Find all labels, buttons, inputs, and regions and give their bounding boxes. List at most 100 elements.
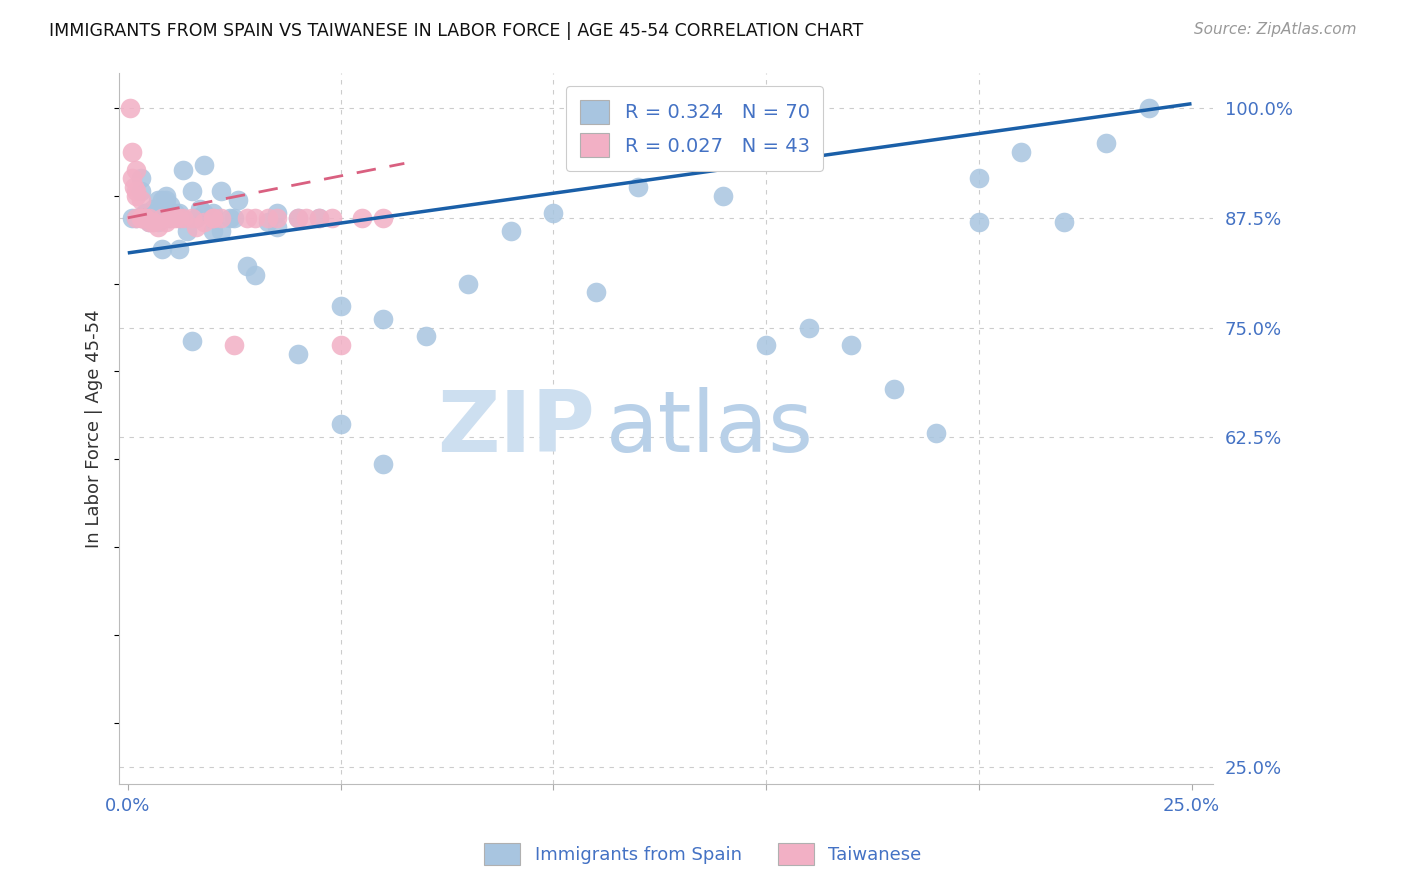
Point [180, 334, 202, 348]
Point [134, 206, 156, 220]
Point [266, 211, 288, 225]
Point [163, 211, 186, 225]
Point [176, 224, 198, 238]
Point [193, 215, 215, 229]
Point [150, 242, 173, 256]
Point [219, 211, 242, 225]
Point [125, 189, 148, 203]
Point [167, 206, 190, 220]
Point [350, 211, 373, 225]
Point [193, 206, 215, 220]
Point [755, 338, 778, 352]
Point [138, 215, 160, 229]
Point [329, 338, 352, 352]
Point [121, 211, 143, 225]
Point [146, 215, 169, 229]
Point [163, 206, 186, 220]
Point [146, 219, 169, 234]
Point [138, 206, 160, 220]
Point [1010, 145, 1032, 159]
Point [415, 329, 437, 343]
Point [155, 215, 177, 229]
Point [121, 145, 143, 159]
Point [201, 211, 224, 225]
Point [295, 211, 318, 225]
Point [129, 211, 152, 225]
Point [180, 211, 202, 225]
Point [142, 211, 165, 225]
Point [224, 338, 246, 352]
Point [129, 171, 152, 186]
Point [184, 211, 207, 225]
Point [167, 211, 190, 225]
Point [142, 215, 165, 229]
Point [627, 180, 650, 194]
Point [236, 211, 259, 225]
Point [159, 206, 181, 220]
Point [457, 277, 479, 291]
Text: atlas: atlas [606, 387, 814, 470]
Point [797, 320, 820, 334]
Point [184, 219, 207, 234]
Point [224, 211, 246, 225]
Point [308, 211, 330, 225]
Point [134, 211, 156, 225]
Point [155, 194, 177, 208]
Point [125, 211, 148, 225]
Point [146, 194, 169, 208]
Point [122, 180, 145, 194]
Point [172, 162, 194, 177]
Point [257, 211, 280, 225]
Point [245, 268, 267, 282]
Point [967, 171, 990, 186]
Point [201, 206, 224, 220]
Point [159, 197, 181, 211]
Point [245, 211, 267, 225]
Point [967, 215, 990, 229]
Point [129, 185, 152, 199]
Point [585, 285, 607, 300]
Point [125, 211, 148, 225]
Point [371, 211, 394, 225]
Point [167, 211, 190, 225]
Point [138, 211, 160, 225]
Point [159, 211, 181, 225]
Point [1053, 215, 1076, 229]
Point [209, 185, 232, 199]
Point [125, 185, 148, 199]
Text: Source: ZipAtlas.com: Source: ZipAtlas.com [1194, 22, 1357, 37]
Point [150, 211, 173, 225]
Legend: Immigrants from Spain, Taiwanese: Immigrants from Spain, Taiwanese [475, 834, 931, 874]
Point [155, 189, 177, 203]
Point [134, 211, 156, 225]
Point [167, 242, 190, 256]
Point [180, 185, 202, 199]
Point [839, 338, 862, 352]
Point [266, 206, 288, 220]
Point [321, 211, 343, 225]
Text: IMMIGRANTS FROM SPAIN VS TAIWANESE IN LABOR FORCE | AGE 45-54 CORRELATION CHART: IMMIGRANTS FROM SPAIN VS TAIWANESE IN LA… [49, 22, 863, 40]
Point [236, 259, 259, 273]
Point [188, 202, 211, 216]
Point [129, 211, 152, 225]
Legend: R = 0.324   N = 70, R = 0.027   N = 43: R = 0.324 N = 70, R = 0.027 N = 43 [567, 87, 824, 170]
Point [287, 211, 309, 225]
Point [228, 194, 250, 208]
Point [371, 311, 394, 326]
Point [371, 457, 394, 471]
Point [925, 425, 948, 440]
Point [1095, 136, 1118, 151]
Point [150, 211, 173, 225]
Point [129, 194, 152, 208]
Point [329, 417, 352, 431]
Point [499, 224, 522, 238]
Point [266, 219, 288, 234]
Point [308, 211, 330, 225]
Point [669, 101, 692, 115]
Y-axis label: In Labor Force | Age 45-54: In Labor Force | Age 45-54 [86, 310, 103, 548]
Point [125, 162, 148, 177]
Point [134, 211, 156, 225]
Point [201, 211, 224, 225]
Point [121, 171, 143, 186]
Point [209, 211, 232, 225]
